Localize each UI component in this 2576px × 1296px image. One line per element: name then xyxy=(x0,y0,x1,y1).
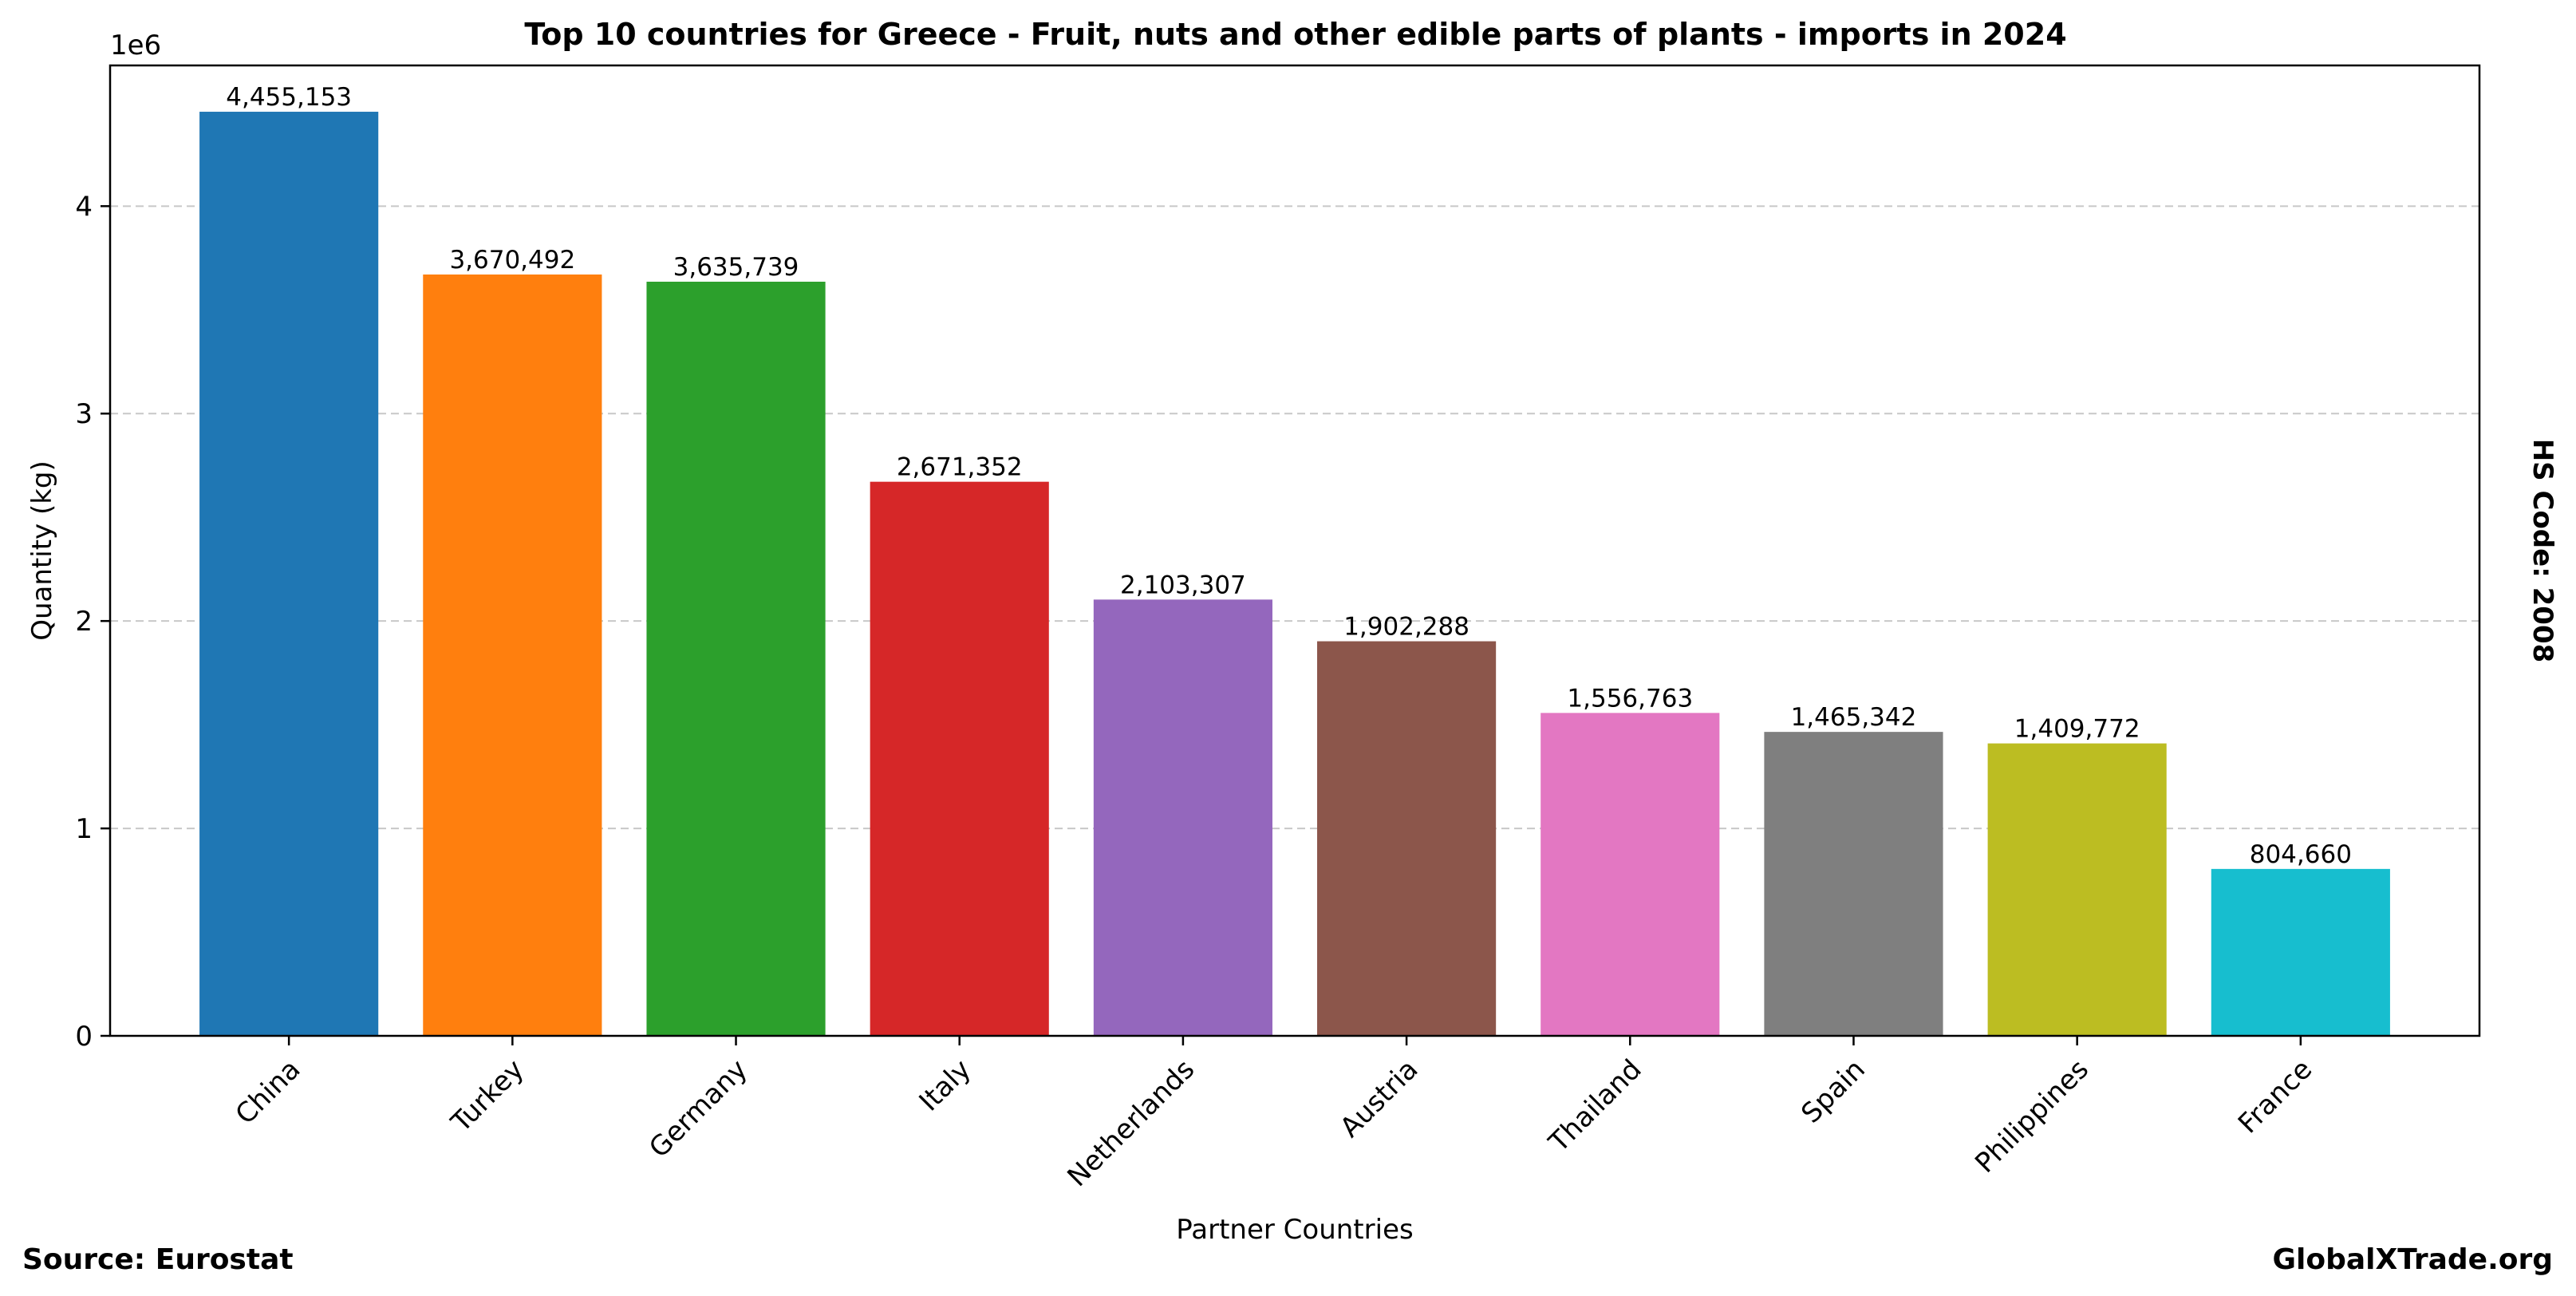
data-label-austria: 1,902,288 xyxy=(1343,613,1469,642)
x-tick-label-germany: Germany xyxy=(643,1053,754,1164)
x-tick-label-china: China xyxy=(230,1053,307,1131)
data-label-turkey: 3,670,492 xyxy=(449,246,575,275)
data-label-thailand: 1,556,763 xyxy=(1567,684,1693,713)
data-label-spain: 1,465,342 xyxy=(1791,703,1917,732)
chart-title: Top 10 countries for Greece - Fruit, nut… xyxy=(524,17,2066,52)
bars xyxy=(199,112,2390,1037)
data-label-italy: 2,671,352 xyxy=(897,453,1023,482)
data-label-germany: 3,635,739 xyxy=(673,253,799,282)
x-axis-label: Partner Countries xyxy=(1176,1214,1413,1246)
x-tick-label-thailand: Thailand xyxy=(1542,1053,1647,1159)
y-axis-ticks: 0 1 2 3 4 xyxy=(75,191,110,1053)
bar-italy xyxy=(870,481,1049,1036)
x-tick-label-philippines: Philippines xyxy=(1969,1053,2095,1179)
plot-frame xyxy=(108,64,2481,1037)
y-tick-label: 3 xyxy=(75,398,93,430)
x-tick-label-austria: Austria xyxy=(1334,1053,1424,1144)
x-axis-ticks: China Turkey Germany Italy Netherlands Austri… xyxy=(230,1036,2318,1193)
y-axis-label: Quantity (kg) xyxy=(26,460,58,641)
bar-turkey xyxy=(423,274,602,1036)
bar-austria xyxy=(1317,641,1497,1036)
bar-china xyxy=(199,112,379,1037)
x-tick-label-netherlands: Netherlands xyxy=(1061,1053,1201,1193)
data-label-france: 804,660 xyxy=(2250,840,2352,869)
x-tick-label-italy: Italy xyxy=(913,1053,977,1117)
data-label-philippines: 1,409,772 xyxy=(2014,715,2140,744)
hs-code-label: HS Code: 2008 xyxy=(2527,439,2558,663)
bar-philippines xyxy=(1987,743,2167,1036)
data-label-china: 4,455,153 xyxy=(226,83,352,112)
x-tick-label-france: France xyxy=(2232,1053,2318,1140)
y-offset-label: 1e6 xyxy=(110,30,161,61)
bar-spain xyxy=(1764,732,1943,1036)
brand-label: GlobalXTrade.org xyxy=(2272,1243,2553,1276)
bar-france xyxy=(2211,868,2390,1036)
bar-netherlands xyxy=(1093,599,1272,1036)
bar-germany xyxy=(646,282,826,1036)
y-tick-label: 4 xyxy=(75,191,93,223)
y-tick-label: 2 xyxy=(75,606,93,638)
data-label-netherlands: 2,103,307 xyxy=(1120,571,1246,599)
data-labels: 4,455,153 3,670,492 3,635,739 2,671,352 2,10… xyxy=(226,83,2352,869)
y-tick-label: 1 xyxy=(75,813,93,845)
source-label: Source: Eurostat xyxy=(22,1243,294,1276)
bar-thailand xyxy=(1540,713,1720,1036)
x-tick-label-turkey: Turkey xyxy=(444,1053,530,1139)
y-tick-label: 0 xyxy=(75,1021,93,1053)
x-tick-label-spain: Spain xyxy=(1795,1053,1871,1129)
